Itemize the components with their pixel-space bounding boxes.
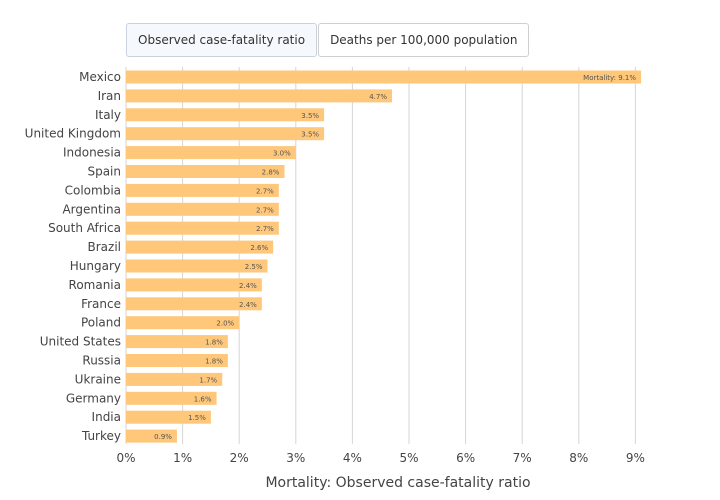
bar: [126, 410, 211, 424]
data-label: 1.6%: [194, 395, 212, 403]
category-label: United Kingdom: [25, 127, 121, 141]
bar: [126, 297, 262, 311]
x-tick-label: 3%: [286, 451, 305, 465]
category-label: Italy: [95, 108, 121, 122]
category-label: South Africa: [48, 221, 121, 235]
bar: [126, 89, 393, 103]
data-label: Mortality: 9.1%: [583, 74, 636, 82]
x-tick-label: 2%: [230, 451, 249, 465]
bar: [126, 70, 642, 84]
data-label: 1.5%: [188, 414, 206, 422]
x-tick-label: 0%: [116, 451, 135, 465]
x-axis-ticks: 0% 1% 2% 3% 4% 5% 6% 7% 8% 9%: [116, 451, 644, 465]
category-label: France: [81, 297, 121, 311]
data-labels: Mortality: 9.1% 4.7% 3.5% 3.5% 3.0% 2.8% 2.7% 2…: [154, 74, 636, 441]
bar: [126, 183, 279, 197]
category-label: Brazil: [88, 240, 122, 254]
category-label: Poland: [81, 316, 121, 330]
x-tick-label: 1%: [173, 451, 192, 465]
bar: [126, 372, 223, 386]
bar: [126, 259, 268, 273]
category-label: United States: [40, 335, 121, 349]
data-label: 2.7%: [256, 225, 274, 233]
bar: [126, 127, 325, 141]
data-label: 3.0%: [273, 150, 291, 158]
bar: [126, 278, 262, 292]
category-label: India: [92, 410, 121, 424]
category-label: Hungary: [70, 259, 121, 273]
x-tick-label: 7%: [513, 451, 532, 465]
category-label: Romania: [69, 278, 121, 292]
category-label: Colombia: [65, 183, 121, 197]
data-label: 4.7%: [369, 93, 387, 101]
category-label: Turkey: [81, 429, 121, 443]
data-label: 2.5%: [245, 263, 263, 271]
gridlines: [125, 67, 636, 444]
category-label: Germany: [66, 391, 121, 405]
data-label: 0.9%: [154, 433, 172, 441]
bar: [126, 165, 285, 178]
x-tick-label: 5%: [399, 451, 418, 465]
bar: [126, 108, 325, 122]
category-labels: Mexico Iran Italy United Kingdom Indonesia Sp…: [25, 70, 121, 443]
data-label: 1.8%: [205, 358, 223, 366]
data-label: 2.4%: [239, 301, 257, 309]
bar: [126, 316, 240, 330]
x-tick-label: 4%: [343, 451, 362, 465]
category-label: Indonesia: [63, 146, 121, 160]
category-label: Russia: [82, 354, 121, 368]
bar: [126, 221, 279, 235]
tab-case-fatality-ratio[interactable]: Observed case-fatality ratio: [126, 23, 318, 57]
data-label: 2.7%: [256, 206, 274, 214]
category-label: Spain: [87, 165, 121, 179]
x-tick-label: 8%: [569, 451, 588, 465]
data-label: 2.0%: [216, 320, 234, 328]
data-label: 2.7%: [256, 187, 274, 195]
tab-bar: Observed case-fatality ratio Deaths per …: [126, 23, 530, 57]
x-tick-label: 9%: [626, 451, 645, 465]
category-label: Iran: [98, 89, 121, 103]
data-label: 2.8%: [262, 169, 280, 177]
bar: [126, 391, 217, 405]
bar: [126, 240, 274, 254]
data-label: 3.5%: [301, 131, 319, 139]
data-label: 2.6%: [250, 244, 268, 252]
data-label: 1.8%: [205, 339, 223, 347]
x-tick-label: 6%: [456, 451, 475, 465]
bar: [126, 354, 228, 367]
category-label: Argentina: [62, 202, 121, 216]
bar: [126, 335, 228, 349]
data-label: 2.4%: [239, 282, 257, 290]
tab-deaths-per-100k[interactable]: Deaths per 100,000 population: [318, 23, 530, 57]
x-axis-title: Mortality: Observed case-fatality ratio: [265, 475, 530, 491]
bar: [126, 429, 177, 443]
data-label: 1.7%: [199, 376, 217, 384]
category-label: Ukraine: [75, 372, 121, 386]
bar: [126, 146, 296, 160]
category-label: Mexico: [79, 70, 121, 84]
bar: [126, 202, 279, 216]
data-label: 3.5%: [301, 112, 319, 120]
bars: [126, 70, 642, 443]
